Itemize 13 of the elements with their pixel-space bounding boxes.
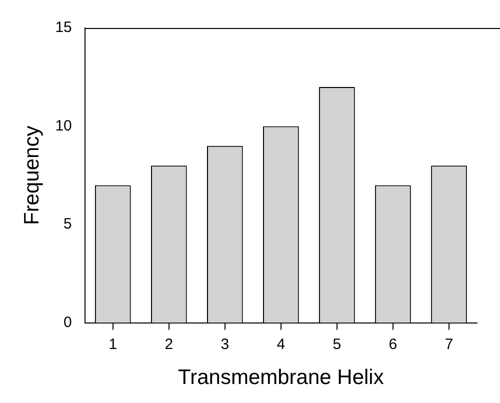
x-tick-label: 4 <box>276 336 286 353</box>
x-axis-title: Transmembrane Helix <box>178 366 384 390</box>
y-axis-title: Frequency <box>20 125 44 226</box>
x-tick-label: 2 <box>164 336 174 353</box>
x-tick-label: 7 <box>444 336 454 353</box>
y-tick-label: 0 <box>64 314 72 331</box>
x-tick-label: 3 <box>220 336 230 353</box>
y-tick-label: 10 <box>55 117 72 134</box>
x-tick-label: 1 <box>108 336 118 353</box>
x-tick-label: 5 <box>332 336 342 353</box>
y-tick-label: 5 <box>64 216 72 233</box>
y-tick-label: 15 <box>55 19 72 36</box>
x-tick-label: 6 <box>388 336 398 353</box>
